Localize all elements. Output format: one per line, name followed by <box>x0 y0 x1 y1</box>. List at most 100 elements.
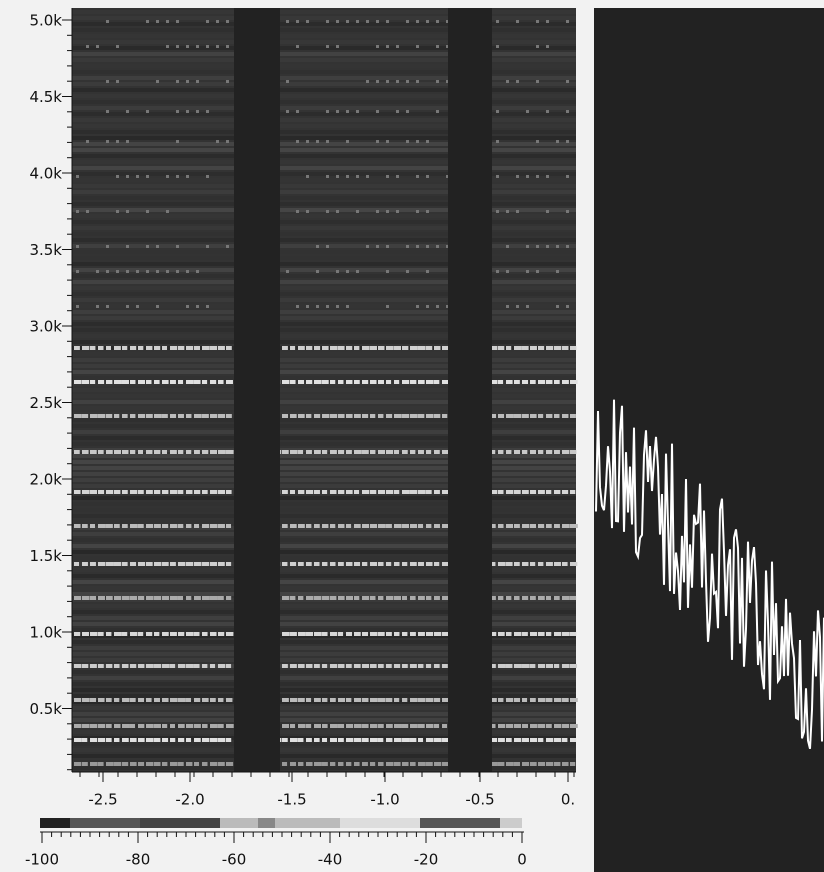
spectrogram-stripe <box>570 724 578 728</box>
spectrogram-dot <box>316 270 319 273</box>
spectrogram-stripe <box>498 414 505 418</box>
spectrogram-stripe <box>498 664 506 668</box>
spectrogram-stripe <box>498 490 504 494</box>
spectrogram-stripe <box>314 524 320 528</box>
spectrogram-stripe <box>322 664 328 668</box>
spectrogram-dot <box>556 305 559 308</box>
spectrogram-stripe <box>122 380 129 384</box>
spectrogram-stripe <box>226 490 232 494</box>
spectrogram-stripe <box>426 346 433 350</box>
spectrogram-stripe <box>386 698 393 702</box>
spectrogram-stripe <box>210 414 218 418</box>
spectrogram-dot <box>156 245 159 248</box>
spectrogram-stripe <box>346 762 352 766</box>
spectrogram-dot <box>76 175 79 178</box>
spectrogram-stripe <box>418 724 425 728</box>
spectrogram-dot <box>146 110 149 113</box>
colorbar-segment <box>275 818 340 828</box>
spectrogram-stripe <box>402 762 409 766</box>
spectrogram-row <box>72 136 576 140</box>
spectrogram-dot <box>386 270 389 273</box>
spectrogram-stripe <box>346 414 353 418</box>
spectrogram-stripe <box>426 724 434 728</box>
spectrogram-stripe <box>162 524 169 528</box>
spectrogram-stripe <box>162 346 168 350</box>
spectrogram-stripe <box>370 414 376 418</box>
spectrogram-stripe <box>554 490 561 494</box>
spectrogram-dot <box>286 270 289 273</box>
spectrogram-stripe <box>530 380 536 384</box>
spectrogram-stripe <box>562 490 569 494</box>
spectrogram-stripe <box>314 664 320 668</box>
spectrogram-stripe <box>282 738 288 742</box>
spectrogram-stripe <box>538 724 546 728</box>
y-tick-label: 1.5k <box>29 547 62 565</box>
spectrogram-stripe <box>426 632 434 636</box>
spectrogram-stripe <box>530 450 536 454</box>
spectrogram-row <box>72 196 576 200</box>
spectrogram-row <box>72 154 576 158</box>
spectrogram-dot <box>186 110 189 113</box>
spectrogram-stripe <box>554 664 560 668</box>
spectrogram-dot <box>136 175 139 178</box>
spectrogram-dot <box>366 80 369 83</box>
spectrogram-stripe <box>362 762 368 766</box>
spectrogram-dot <box>186 305 189 308</box>
spectrogram-stripe <box>562 450 570 454</box>
spectrogram-row <box>72 220 576 224</box>
spectrogram-stripe <box>562 524 570 528</box>
colorbar-segment <box>258 818 275 828</box>
spectrogram-dot <box>356 270 359 273</box>
spectrogram-stripe <box>410 524 418 528</box>
spectrogram-stripe <box>314 596 322 600</box>
spectrogram-stripe <box>554 450 560 454</box>
spectrogram-dot <box>186 45 189 48</box>
spectrogram-row <box>72 298 576 302</box>
spectrogram-stripe <box>154 380 160 384</box>
spectrogram-dot <box>326 140 329 143</box>
spectrogram-stripe <box>506 762 514 766</box>
spectrogram-dot <box>416 175 419 178</box>
spectrogram-stripe <box>378 380 384 384</box>
spectrogram-dot <box>356 20 359 23</box>
spectrogram-stripe <box>530 664 536 668</box>
spectrogram-stripe <box>402 632 408 636</box>
spectrogram-stripe <box>490 698 497 702</box>
spectrogram-row <box>72 676 576 680</box>
spectrogram-dot <box>516 305 519 308</box>
spectrogram-stripe <box>90 450 97 454</box>
spectrogram-row <box>72 232 576 236</box>
spectrogram-stripe <box>98 346 104 350</box>
spectrogram-dot <box>386 80 389 83</box>
spectrogram-stripe <box>90 562 96 566</box>
spectrogram-stripe <box>194 346 201 350</box>
spectrogram-row <box>72 244 576 248</box>
spectrogram-row <box>72 226 576 230</box>
spectrogram-stripe <box>290 664 297 668</box>
spectrogram-stripe <box>130 562 137 566</box>
spectrogram-dot <box>556 245 559 248</box>
spectrogram-stripe <box>322 346 329 350</box>
spectrogram-dot <box>536 80 539 83</box>
spectrogram-row <box>72 376 576 380</box>
gap-band <box>234 8 280 772</box>
spectrogram-dot <box>416 45 419 48</box>
y-tick-label: 0.5k <box>29 700 62 718</box>
spectrogram-stripe <box>418 346 426 350</box>
spectrogram-stripe <box>514 698 521 702</box>
spectrogram-stripe <box>330 450 337 454</box>
spectrogram-stripe <box>178 698 186 702</box>
spectrogram-dot <box>116 45 119 48</box>
spectrogram-stripe <box>82 346 90 350</box>
spectrogram-dot <box>126 175 129 178</box>
spectrogram-dot <box>166 45 169 48</box>
spectrogram-stripe <box>330 490 337 494</box>
spectrogram-stripe <box>554 346 562 350</box>
spectrogram-stripe <box>186 380 194 384</box>
spectrogram-row <box>72 184 576 188</box>
spectrogram-stripe <box>402 738 410 742</box>
spectrogram-dot <box>326 305 329 308</box>
spectrogram-stripe <box>298 698 305 702</box>
spectrogram-stripe <box>338 490 345 494</box>
spectrogram-stripe <box>98 524 106 528</box>
